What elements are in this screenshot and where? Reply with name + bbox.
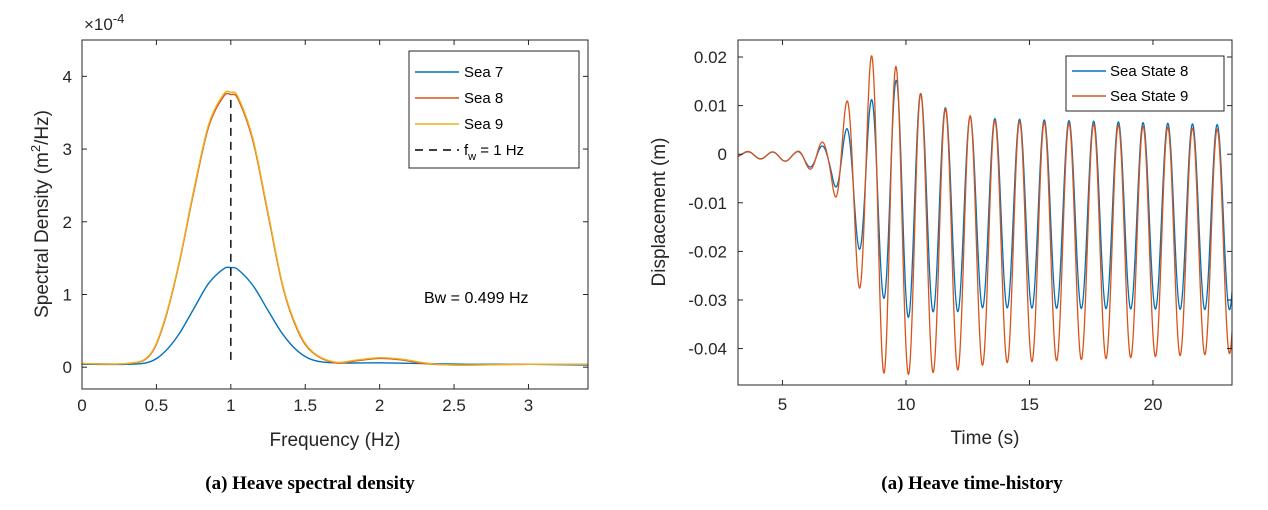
right-y-ticks: 0.02 0.01 0 -0.01 -0.02 -0.03 -0.04: [688, 48, 1232, 359]
y-tick-label: 1: [63, 285, 72, 304]
legend-label-sea-7: Sea 7: [464, 64, 503, 81]
left-series-layer: [81, 90, 589, 366]
time-history-chart: 5 10 15 20 0.02 0.01 0 -0.01 -0.02 -0.03 -0.04 Ti…: [649, 39, 1233, 494]
y-tick-label: 2: [63, 213, 72, 232]
legend-label-fw-prefix: f: [464, 142, 469, 159]
left-y-label-prefix: Spectral Density (m: [32, 152, 53, 318]
y-tick-label: -0.02: [688, 242, 727, 261]
left-plot-frame: [81, 39, 589, 390]
y-tick-label: 0: [718, 145, 727, 164]
series-line-sea-state-9: [738, 55, 1232, 376]
left-y-axis-label: Spectral Density (m2/Hz): [28, 110, 53, 318]
x-tick-label: 20: [1143, 395, 1162, 414]
right-caption: (a) Heave time-history: [881, 473, 1063, 494]
y-tick-label: -0.01: [688, 194, 727, 213]
y-tick-label: 0.01: [694, 97, 727, 116]
right-y-axis-label: Displacement (m): [649, 138, 670, 287]
left-legend: Sea 7 Sea 8 Sea 9 fw = 1 Hz: [408, 50, 580, 169]
x-tick-label: 1: [226, 396, 235, 415]
y-tick-label: 0.02: [694, 48, 727, 67]
y-tick-label: -0.03: [688, 291, 727, 310]
left-y-exponent: ×10-4: [84, 11, 124, 34]
series-line-sea-state-8: [738, 79, 1232, 319]
legend-label-sea-state-8: Sea State 8: [1110, 63, 1188, 80]
series-line-sea-7: [81, 266, 589, 366]
left-y-ticks: 0 1 2 3 4: [63, 67, 588, 377]
spectral-density-chart: 0 0.5 1 1.5 2 2.5 3 0 1 2 3 4 ×10-4 Frequency (Hz)…: [28, 11, 589, 494]
y-tick-label: 3: [63, 140, 72, 159]
x-tick-label: 15: [1020, 395, 1039, 414]
y-tick-label: 0: [63, 358, 72, 377]
bandwidth-annotation: Bw = 0.499 Hz: [424, 290, 529, 307]
legend-label-sea-9: Sea 9: [464, 116, 503, 133]
left-y-label-suffix: /Hz): [32, 110, 53, 145]
left-y-exponent-power: -4: [113, 11, 125, 26]
right-series-layer: [738, 55, 1232, 376]
right-legend-box: [1065, 55, 1225, 112]
right-plot-frame: [737, 39, 1233, 386]
left-legend-box: [408, 50, 580, 169]
right-x-axis-label: Time (s): [951, 428, 1020, 449]
left-y-label-sup: 2: [28, 145, 43, 152]
series-line-sea-9: [81, 90, 589, 366]
x-tick-label: 0: [77, 396, 86, 415]
left-x-ticks: 0 0.5 1 1.5 2 2.5 3: [77, 40, 533, 415]
legend-label-fw-suffix: = 1 Hz: [476, 142, 524, 159]
x-tick-label: 3: [524, 396, 533, 415]
x-tick-label: 2: [375, 396, 384, 415]
legend-label-sea-8: Sea 8: [464, 90, 503, 107]
right-legend: Sea State 8 Sea State 9: [1065, 55, 1225, 112]
left-caption: (a) Heave spectral density: [205, 473, 415, 494]
legend-label-fw-sub: w: [467, 151, 476, 163]
right-x-ticks: 5 10 15 20: [778, 40, 1162, 414]
x-tick-label: 0.5: [145, 396, 169, 415]
y-tick-label: -0.04: [688, 340, 727, 359]
x-tick-label: 2.5: [442, 396, 466, 415]
legend-label-fw: fw = 1 Hz: [464, 142, 524, 163]
left-x-axis-label: Frequency (Hz): [270, 430, 401, 451]
x-tick-label: 1.5: [293, 396, 317, 415]
legend-label-sea-state-9: Sea State 9: [1110, 88, 1188, 105]
x-tick-label: 10: [896, 395, 915, 414]
left-y-exponent-prefix: ×10: [84, 15, 113, 34]
y-tick-label: 4: [63, 67, 72, 86]
x-tick-label: 5: [778, 395, 787, 414]
